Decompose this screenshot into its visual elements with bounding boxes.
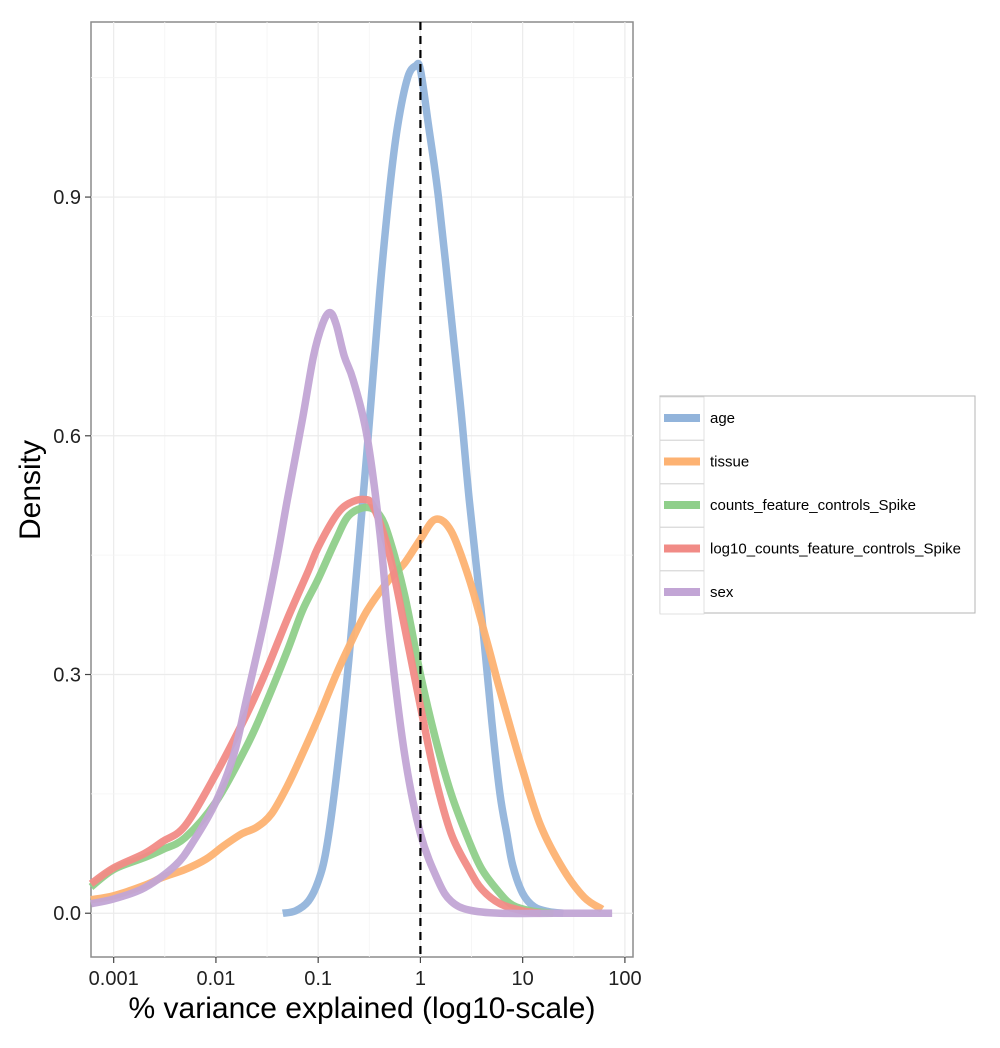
y-tick-label: 0.9 — [53, 187, 81, 209]
density-curves — [88, 59, 613, 918]
series-line-age — [282, 59, 564, 917]
x-tick-label: 0.001 — [89, 968, 139, 990]
legend: age tissue counts_feature_controls_Spikelo… — [659, 395, 976, 615]
series-line-sex — [90, 308, 613, 918]
legend-label-tissue: tissue — [710, 454, 749, 471]
y-axis-title: Density — [14, 440, 47, 540]
y-tick-label: 0.6 — [53, 426, 81, 448]
x-tick-label: 0.01 — [196, 968, 235, 990]
y-axis: 0.0 0.3 0.6 0.9 — [53, 187, 91, 925]
x-tick-label: 100 — [608, 968, 641, 990]
legend-label-sex: sex — [710, 584, 734, 601]
y-tick-label: 0.3 — [53, 665, 81, 687]
y-tick-label: 0.0 — [53, 903, 81, 925]
x-tick-label: 0.1 — [304, 968, 332, 990]
legend-label-counts-feature-controls-spike: counts_feature_controls_Spike — [710, 497, 916, 514]
series-line-log10-counts-feature-controls-spike — [88, 495, 542, 917]
legend-box — [659, 395, 976, 614]
x-axis-title: % variance explained (log10-scale) — [129, 992, 596, 1025]
grid-lines — [91, 22, 633, 957]
x-tick-label: 10 — [512, 968, 534, 990]
series-line-counts-feature-controls-spike — [88, 503, 554, 917]
legend-label-age: age — [710, 410, 735, 427]
legend-label-log10-counts-feature-controls-spike: log10_counts_feature_controls_Spike — [710, 541, 961, 558]
x-tick-label: 1 — [415, 968, 426, 990]
series-line-tissue — [90, 515, 605, 913]
x-axis: 0.001 0.01 0.1 1 10 100 — [89, 957, 642, 990]
